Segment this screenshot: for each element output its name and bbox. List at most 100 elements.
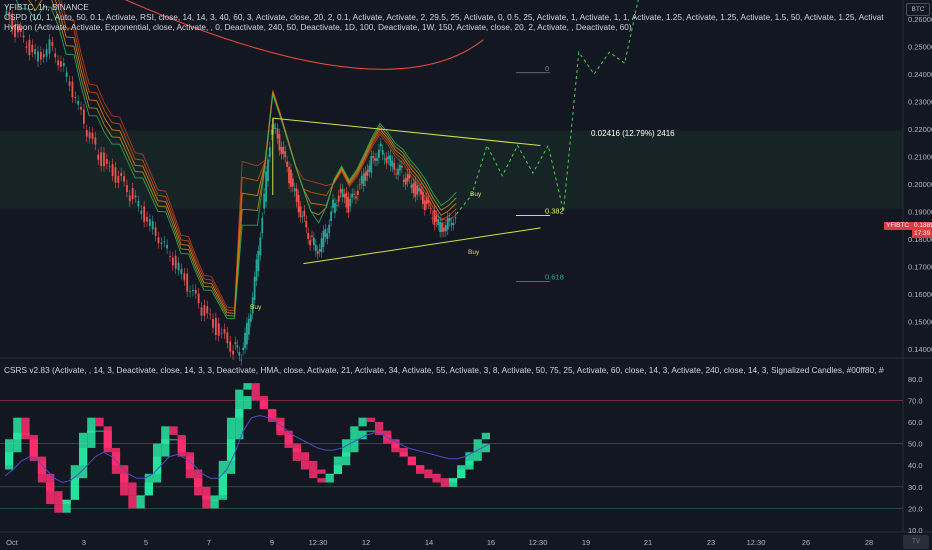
candle-body bbox=[189, 291, 191, 292]
oscillator-bar bbox=[161, 439, 170, 457]
oscillator-bar bbox=[210, 499, 219, 501]
candle-body bbox=[80, 106, 82, 110]
buy-annotation: Buy bbox=[470, 191, 482, 198]
oscillator-bar bbox=[358, 417, 367, 427]
candle-body bbox=[423, 200, 426, 211]
candle-body bbox=[425, 198, 428, 205]
candle-body bbox=[437, 219, 440, 226]
candle-body bbox=[305, 221, 308, 228]
oscillator-bar bbox=[342, 439, 351, 457]
candle-body bbox=[131, 188, 134, 199]
oscillator-bar bbox=[128, 482, 137, 496]
candle-body bbox=[406, 174, 409, 182]
candle-body bbox=[278, 134, 281, 151]
oscillator-bar bbox=[111, 447, 121, 466]
candle-body bbox=[114, 167, 117, 183]
candle-body bbox=[160, 242, 163, 244]
candle-body bbox=[180, 268, 183, 275]
candle-body bbox=[429, 208, 432, 209]
time-axis-label: 21 bbox=[644, 538, 652, 547]
buy-annotation: Buy bbox=[468, 249, 480, 256]
candle-body bbox=[454, 217, 457, 219]
candle-body bbox=[288, 166, 290, 184]
candle-body bbox=[307, 232, 310, 239]
candle-body bbox=[341, 189, 344, 197]
candle-body bbox=[220, 332, 223, 334]
oscillator-axis-label: 60.0 bbox=[908, 418, 923, 427]
candle-body bbox=[126, 184, 128, 192]
oscillator-bar bbox=[432, 473, 441, 479]
candle-body bbox=[148, 219, 151, 227]
candle-body bbox=[414, 181, 417, 197]
indicator-hyfibon-legend[interactable]: Hyfibon (Activate, Activate, Exponential… bbox=[4, 22, 632, 32]
candle-body bbox=[356, 190, 359, 195]
candle-body bbox=[267, 159, 269, 182]
candle-body bbox=[397, 168, 399, 175]
oscillator-bar bbox=[95, 417, 104, 427]
oscillator-bar bbox=[292, 447, 301, 461]
oscillator-bar bbox=[366, 430, 375, 432]
candle-body bbox=[286, 161, 289, 167]
tradingview-logo-icon[interactable]: TV bbox=[903, 535, 929, 549]
candle-body bbox=[446, 217, 449, 230]
candle-body bbox=[387, 155, 390, 160]
candle-body bbox=[301, 216, 304, 218]
candle-body bbox=[355, 196, 357, 199]
oscillator-bar bbox=[399, 452, 408, 457]
oscillator-bar bbox=[251, 383, 260, 397]
candle-body bbox=[244, 333, 246, 349]
candle-body bbox=[117, 175, 120, 183]
time-axis-label: 28 bbox=[865, 538, 873, 547]
oscillator-bar bbox=[342, 452, 351, 466]
oscillator-bar bbox=[185, 452, 195, 470]
oscillator-bar bbox=[473, 452, 482, 461]
oscillator-bar bbox=[374, 422, 384, 431]
candle-body bbox=[441, 222, 443, 233]
candle-body bbox=[335, 205, 338, 206]
candle-body bbox=[39, 51, 42, 60]
oscillator-bar bbox=[407, 456, 417, 466]
oscillator-bar bbox=[243, 396, 252, 410]
oscillator-legend[interactable]: CSRS v2.83 (Activate, , 14, 3, Deactivat… bbox=[4, 365, 884, 375]
candle-body bbox=[400, 165, 403, 168]
oscillator-bar bbox=[87, 417, 96, 433]
candle-body bbox=[353, 194, 355, 195]
currency-button[interactable]: BTC bbox=[906, 3, 930, 16]
oscillator-bar bbox=[103, 430, 112, 448]
candle-body bbox=[171, 257, 174, 266]
candle-body bbox=[212, 319, 214, 328]
oscillator-bar bbox=[325, 473, 334, 483]
candle-body bbox=[146, 216, 148, 222]
candle-body bbox=[217, 323, 220, 336]
candle-body bbox=[242, 347, 245, 351]
candle-body bbox=[232, 350, 234, 355]
candle-body bbox=[88, 132, 91, 139]
oscillator-bar bbox=[481, 443, 490, 453]
candle-body bbox=[389, 155, 392, 167]
oscillator-axis-label: 20.0 bbox=[908, 504, 923, 513]
oscillator-bar bbox=[350, 426, 359, 440]
candle-body bbox=[255, 259, 258, 281]
oscillator-bar bbox=[292, 443, 301, 453]
candle-body bbox=[293, 188, 296, 192]
current-symbol-tag: YFIBTC bbox=[884, 222, 932, 230]
candle-body bbox=[257, 250, 260, 272]
candle-body bbox=[393, 163, 396, 170]
time-axis-label: 26 bbox=[802, 538, 810, 547]
indicator-cspd-legend[interactable]: CSPD (10, 1, Auto, 50, 0.1, Activate, RS… bbox=[4, 12, 884, 22]
oscillator-bar bbox=[374, 430, 384, 435]
oscillator-bar bbox=[128, 495, 137, 509]
candle-body bbox=[383, 158, 386, 160]
time-axis-label: 16 bbox=[487, 538, 495, 547]
candle-body bbox=[280, 146, 283, 155]
candle-body bbox=[192, 289, 194, 292]
candle-body bbox=[427, 200, 430, 204]
oscillator-bar bbox=[325, 473, 334, 475]
